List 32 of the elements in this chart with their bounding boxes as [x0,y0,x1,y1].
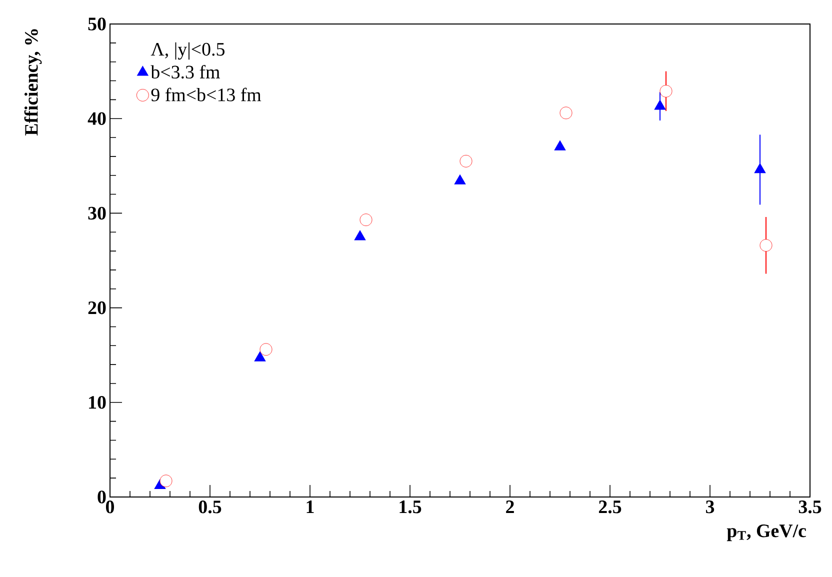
x-tick-label: 2.5 [598,500,622,514]
y-tick-label: 30 [88,206,106,220]
point [354,230,366,240]
point [160,474,172,488]
x-tick-label: 1.5 [400,500,422,514]
point [360,214,372,226]
legend-label: b<3.3 fm [150,64,220,79]
point [554,140,566,150]
point [454,174,466,184]
point [254,352,266,362]
legend-title: Λ, |y|<0.5 [150,42,224,60]
point [560,106,572,120]
x-tick-label: 0 [106,500,114,514]
point [260,343,272,356]
point [460,154,472,168]
point [754,163,766,174]
y-tick-label: 0 [98,490,106,504]
x-tick-label: 3 [706,500,714,514]
x-tick-label: 3.5 [798,500,822,514]
point [654,100,666,110]
x-tick-label: 0.5 [198,500,222,514]
y-tick-label: 40 [88,112,106,125]
x-axis-title: p$_{T}$, GeV/c [726,524,806,542]
y-tick-label: 10 [89,396,106,409]
x-tick-label: 2 [506,500,514,514]
y-tick-label: 50 [88,18,106,30]
legend-label: 9 fm<b<13 fm [151,88,262,102]
y-axis-title: Efficiency, % [24,29,42,136]
y-tick-label: 20 [88,301,106,314]
point [760,239,772,252]
point [660,84,672,98]
x-tick-label: 1 [306,500,314,514]
